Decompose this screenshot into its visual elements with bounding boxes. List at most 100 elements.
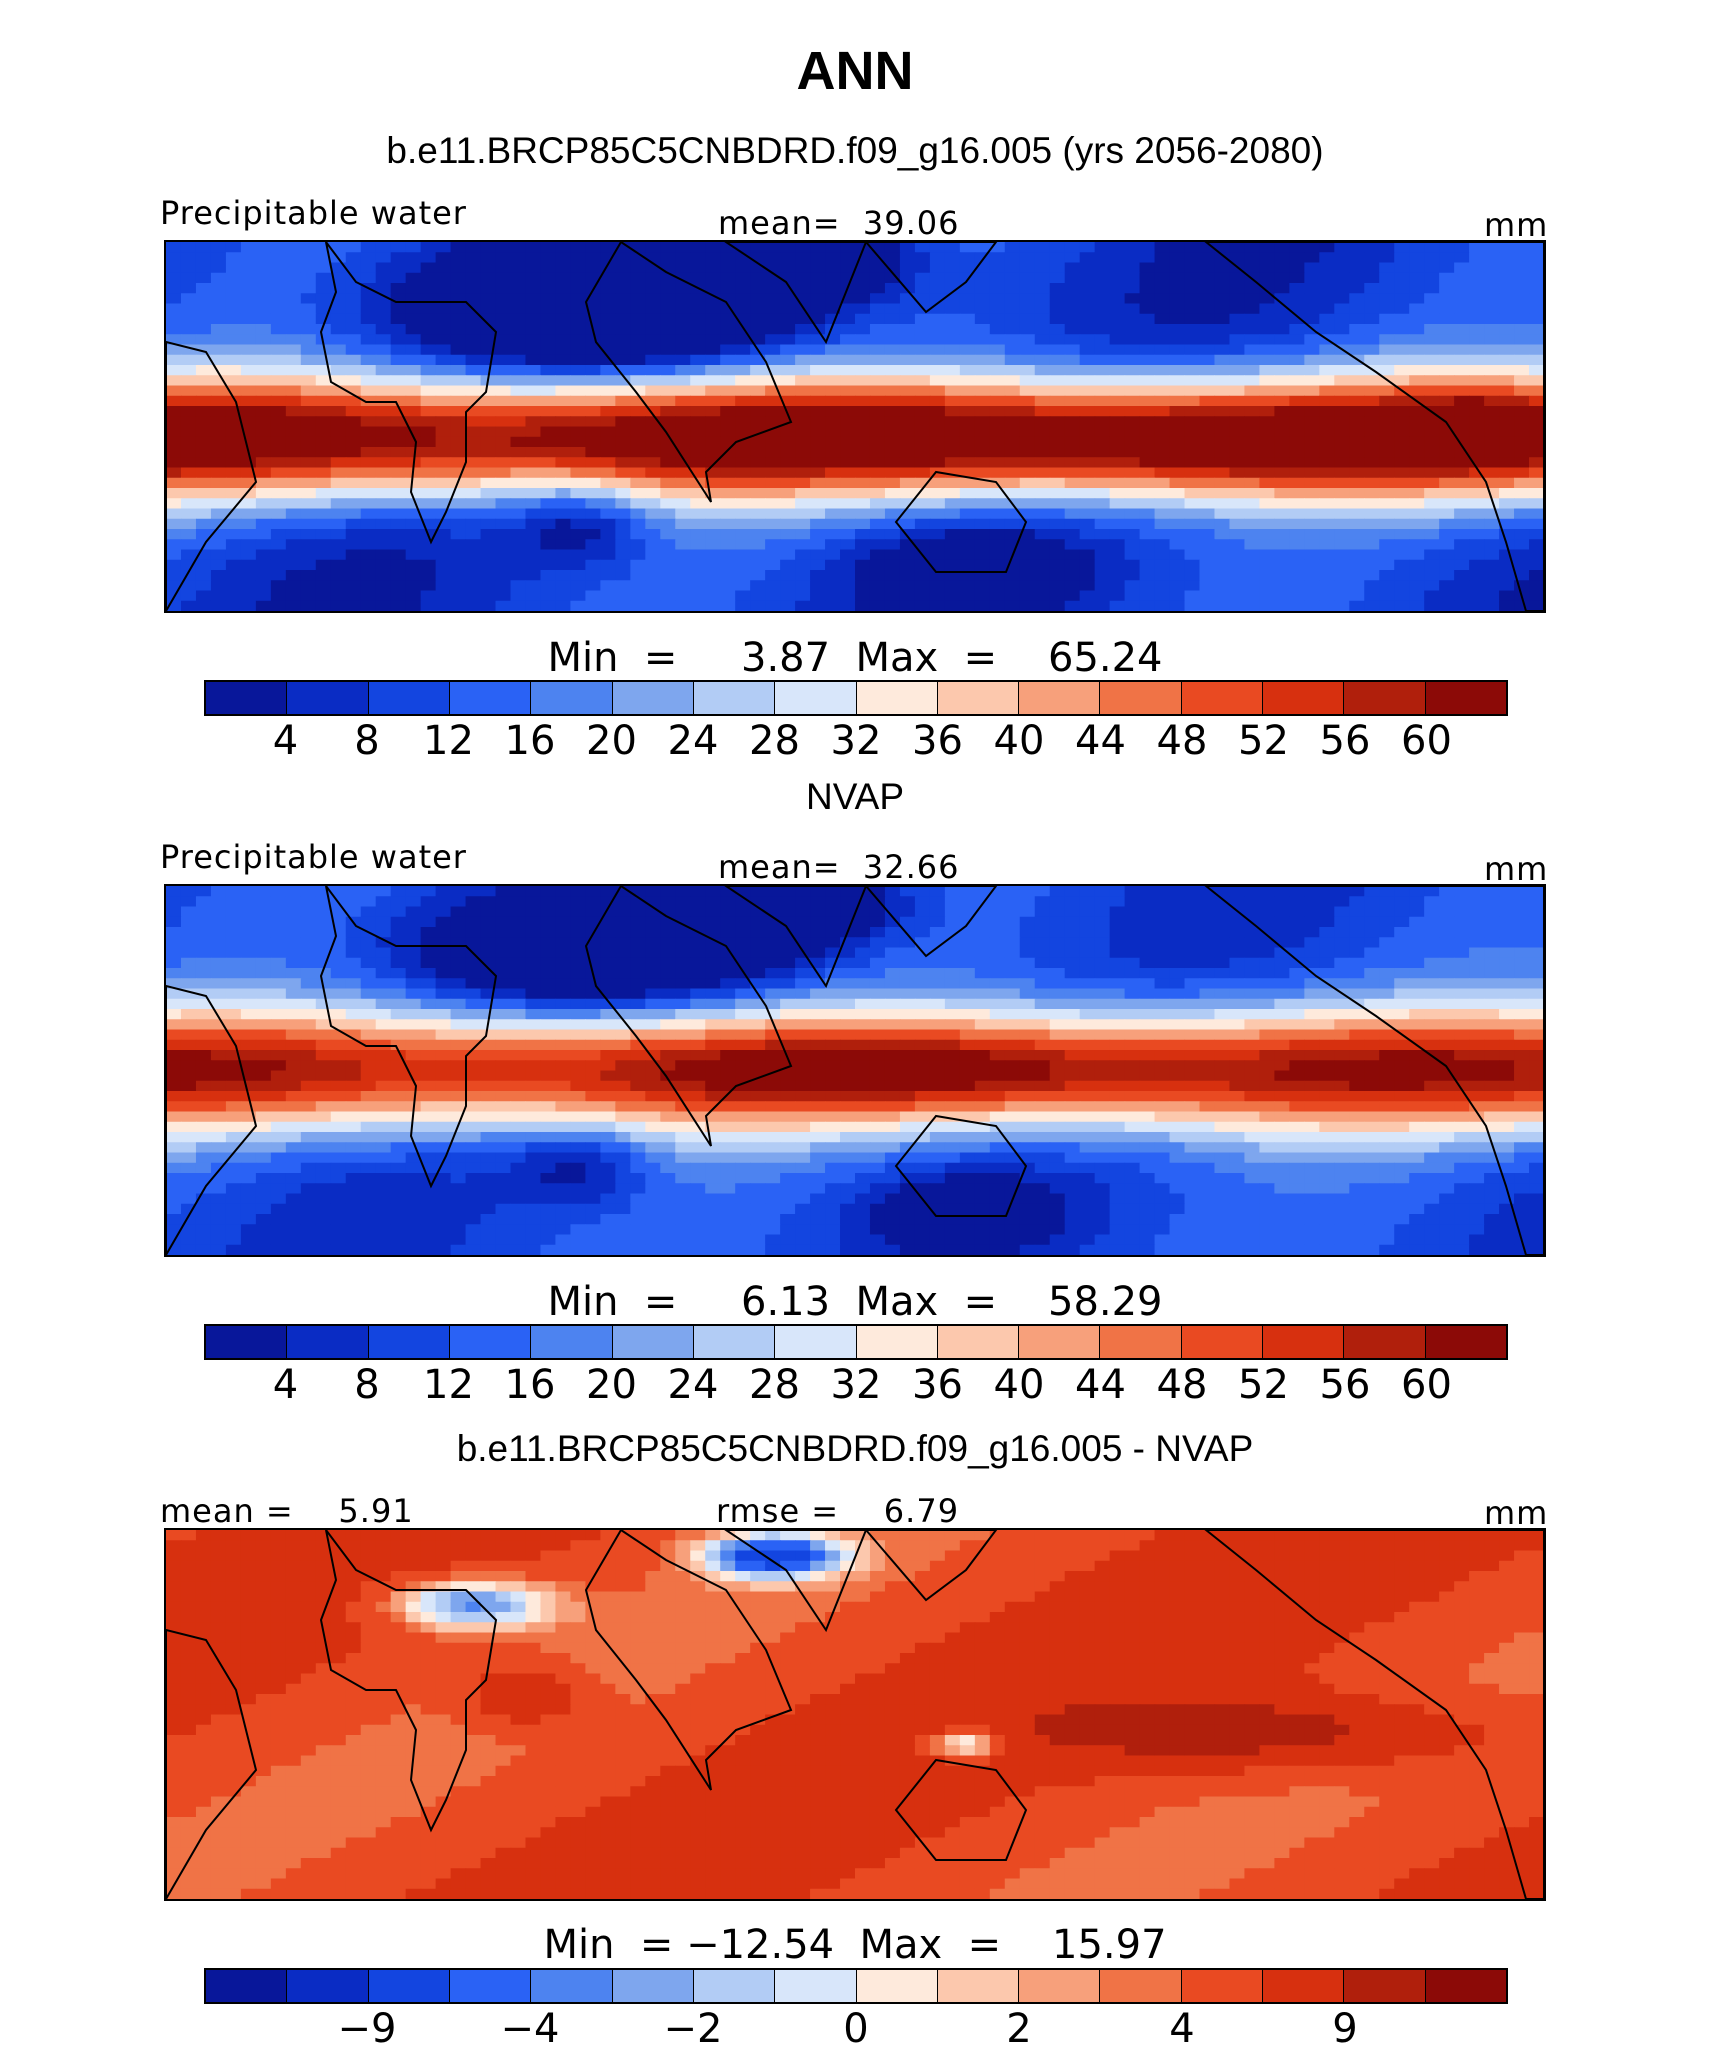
coastline: [894, 1114, 1028, 1217]
panel-1-minmax: Min = 3.87 Max = 65.24: [547, 635, 1163, 681]
colorbar-box: [206, 1326, 288, 1358]
colorbar-tick-label: 28: [749, 1362, 800, 1408]
colorbar-box: [206, 682, 288, 714]
panel-1-colorbar-ticks: 4 8 12 16 20 24 28 32 36 40 44 48 52 56 60: [204, 718, 1508, 764]
colorbar-box: [287, 682, 369, 714]
colorbar-box: [1181, 1326, 1264, 1358]
colorbar-box: [368, 1326, 450, 1358]
colorbar-tick-label: 24: [667, 718, 719, 764]
coastline: [724, 1530, 868, 1633]
colorbar-box: [1425, 1970, 1506, 2002]
panel-2-field: [166, 886, 1544, 1255]
panel-2-title: NVAP: [805, 776, 904, 817]
page-title: ANN: [796, 41, 914, 101]
coastline: [724, 242, 868, 345]
colorbar-box: [1019, 1326, 1101, 1358]
colorbar-box: [449, 1970, 532, 2002]
colorbar-tick-label: 48: [1156, 718, 1208, 764]
coastline: [584, 242, 793, 503]
coastline: [894, 1758, 1028, 1861]
coastline: [864, 886, 998, 958]
colorbar-box: [531, 1970, 613, 2002]
colorbar-box: [287, 1970, 369, 2002]
colorbar-box: [1263, 1326, 1345, 1358]
colorbar-box: [937, 1326, 1020, 1358]
colorbar-box: [206, 1970, 288, 2002]
colorbar-tick-label: 28: [749, 718, 800, 764]
colorbar-tick-label: 32: [830, 1362, 882, 1408]
colorbar-box: [368, 1970, 450, 2002]
panel-3-colorbar: [204, 1968, 1508, 2004]
panel-2-mean-label: mean= 32.66: [718, 848, 960, 886]
panel-3-title: b.e11.BRCP85C5CNBDRD.f09_g16.005 - NVAP: [456, 1428, 1254, 1469]
colorbar-tick-label: 56: [1319, 1362, 1371, 1408]
colorbar-tick-label: 60: [1401, 718, 1452, 764]
colorbar-tick-label: 44: [1075, 1362, 1126, 1408]
colorbar-tick-label: 20: [586, 718, 637, 764]
colorbar-box: [287, 1326, 369, 1358]
colorbar-tick-label: 24: [667, 1362, 719, 1408]
panel-2-left-label: Precipitable water: [160, 838, 467, 876]
colorbar-tick-label: 8: [354, 1362, 380, 1408]
colorbar-box: [775, 1970, 857, 2002]
coastline: [319, 1530, 498, 1833]
colorbar-box: [1344, 1970, 1426, 2002]
colorbar-tick-label: 40: [993, 718, 1045, 764]
panel-2-minmax: Min = 6.13 Max = 58.29: [547, 1279, 1163, 1325]
coastline: [584, 886, 793, 1147]
colorbar-box: [612, 1970, 694, 2002]
panel-2-map: [164, 884, 1546, 1257]
colorbar-box: [612, 1326, 694, 1358]
colorbar-tick-label: 2: [1006, 2006, 1032, 2052]
colorbar-box: [449, 682, 532, 714]
colorbar-box: [775, 1326, 857, 1358]
colorbar-box: [775, 682, 857, 714]
colorbar-tick-label: 12: [423, 1362, 474, 1408]
colorbar-tick-label: 48: [1156, 1362, 1208, 1408]
panel-3-minmax: Min = −12.54 Max = 15.97: [543, 1922, 1167, 1968]
colorbar-box: [1181, 682, 1264, 714]
colorbar-tick-label: 4: [272, 1362, 299, 1408]
colorbar-tick-label: 16: [504, 718, 556, 764]
coastline: [724, 886, 868, 989]
colorbar-box: [1100, 1970, 1182, 2002]
colorbar-tick-label: 52: [1238, 1362, 1289, 1408]
colorbar-box: [1100, 682, 1182, 714]
colorbar-box: [1019, 682, 1101, 714]
colorbar-box: [856, 1970, 938, 2002]
colorbar-box: [1344, 1326, 1426, 1358]
colorbar-box: [368, 682, 450, 714]
coastline: [894, 470, 1028, 573]
colorbar-tick-label: 4: [272, 718, 299, 764]
colorbar-tick-label: 56: [1319, 718, 1371, 764]
panel-2-colorbar-ticks: 4 8 12 16 20 24 28 32 36 40 44 48 52 56 60: [204, 1362, 1508, 1408]
colorbar-box: [1181, 1970, 1264, 2002]
colorbar-tick-label: 36: [912, 718, 963, 764]
panel-3-map: [164, 1528, 1546, 1901]
colorbar-box: [937, 682, 1020, 714]
coastline: [584, 1530, 793, 1791]
panel-2-units-label: mm: [1484, 850, 1549, 888]
coastline: [319, 886, 498, 1189]
colorbar-tick-label: −4: [500, 2006, 560, 2052]
coastline: [864, 242, 998, 314]
colorbar-box: [856, 1326, 938, 1358]
colorbar-tick-label: 32: [830, 718, 882, 764]
coastline: [1204, 1530, 1544, 1899]
coastline: [166, 1628, 258, 1899]
colorbar-tick-label: −9: [337, 2006, 397, 2052]
colorbar-box: [1344, 682, 1426, 714]
panel-2-colorbar: [204, 1324, 1508, 1360]
colorbar-tick-label: −2: [663, 2006, 723, 2052]
panel-1-units-label: mm: [1484, 206, 1549, 244]
coastline: [1204, 242, 1544, 611]
panel-1-field: [166, 242, 1544, 611]
colorbar-tick-label: 60: [1401, 1362, 1452, 1408]
panel-1-mean-label: mean= 39.06: [718, 204, 960, 242]
colorbar-box: [693, 682, 776, 714]
colorbar-tick-label: 20: [586, 1362, 637, 1408]
panel-1-map: [164, 240, 1546, 613]
panel-1-colorbar: [204, 680, 1508, 716]
panel-3-mean-label: mean = 5.91: [160, 1492, 414, 1530]
coastline: [319, 242, 498, 545]
